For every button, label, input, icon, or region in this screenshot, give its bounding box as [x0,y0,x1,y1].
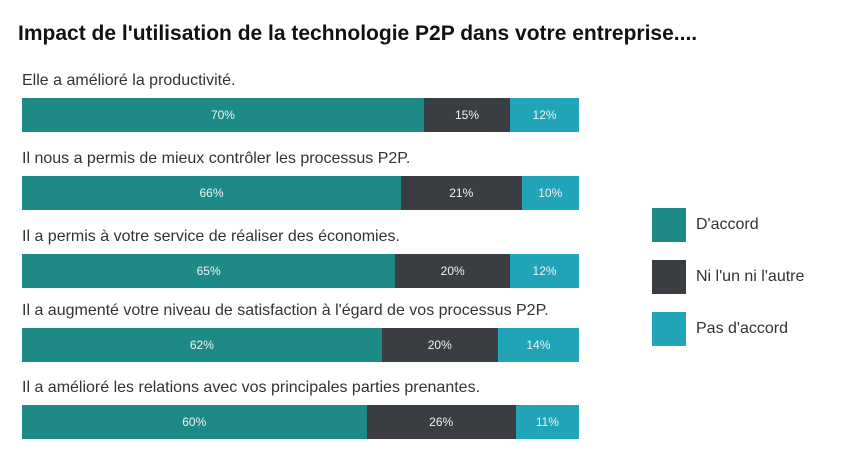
data-label: 26% [429,415,454,429]
bar-segment: 60% [22,405,367,439]
legend-label: D'accord [696,216,759,233]
data-label: 12% [532,108,557,122]
legend-label: Pas d'accord [696,320,788,337]
data-label: 14% [526,338,551,352]
data-label: 65% [196,264,221,278]
data-label: 60% [182,415,207,429]
bar-segment: 12% [510,254,579,288]
category-label: Elle a amélioré la productivité. [22,72,236,89]
data-label: 10% [538,186,563,200]
bar-segment: 26% [366,405,516,439]
bar-segment: 62% [22,328,382,362]
bar-segment: 66% [22,176,401,210]
stacked-bar: 66% 21% 10% [22,176,579,210]
legend-item: Ni l'un ni l'autre [652,252,804,302]
stacked-bar: 62% 20% 14% [22,328,579,362]
bar-segment: 20% [381,328,498,362]
data-label: 11% [535,415,559,429]
bar-segment: 65% [22,254,396,288]
legend-item: D'accord [652,200,804,250]
bar-segment: 70% [22,98,424,132]
chart-title: Impact de l'utilisation de la technologi… [18,22,698,45]
data-label: 70% [210,108,235,122]
category-label: Il nous a permis de mieux contrôler les … [22,150,411,167]
data-label: 62% [189,338,214,352]
category-label: Il a permis à votre service de réaliser … [22,228,400,245]
category-label: Il a amélioré les relations avec vos pri… [22,379,481,396]
legend-swatch [652,208,686,242]
bar-row: Il a permis à votre service de réaliser … [22,226,582,288]
bar-segment: 12% [510,98,579,132]
data-label: 66% [199,186,224,200]
bar-segment: 15% [423,98,511,132]
legend-swatch [652,312,686,346]
category-label: Il a augmenté votre niveau de satisfacti… [22,302,549,319]
bar-row: Il nous a permis de mieux contrôler les … [22,148,582,210]
data-label: 21% [449,186,474,200]
bar-segment: 10% [521,176,579,210]
data-label: 20% [427,338,452,352]
bar-row: Il a augmenté votre niveau de satisfacti… [22,300,582,362]
stacked-bar: 70% 15% 12% [22,98,579,132]
bar-segment: 20% [395,254,511,288]
stacked-bar: 60% 26% 11% [22,405,579,439]
legend-item: Pas d'accord [652,304,804,354]
data-label: 20% [440,264,465,278]
bar-row: Elle a amélioré la productivité. 70% 15% 12… [22,70,582,132]
legend: D'accord Ni l'un ni l'autre Pas d'accord [652,200,804,356]
bar-segment: 21% [400,176,522,210]
data-label: 12% [532,264,557,278]
bar-row: Il a amélioré les relations avec vos pri… [22,377,582,439]
bar-segment: 14% [497,328,579,362]
data-label: 15% [455,108,480,122]
bar-segment: 11% [515,405,579,439]
legend-swatch [652,260,686,294]
stacked-bar: 65% 20% 12% [22,254,579,288]
legend-label: Ni l'un ni l'autre [696,268,805,285]
